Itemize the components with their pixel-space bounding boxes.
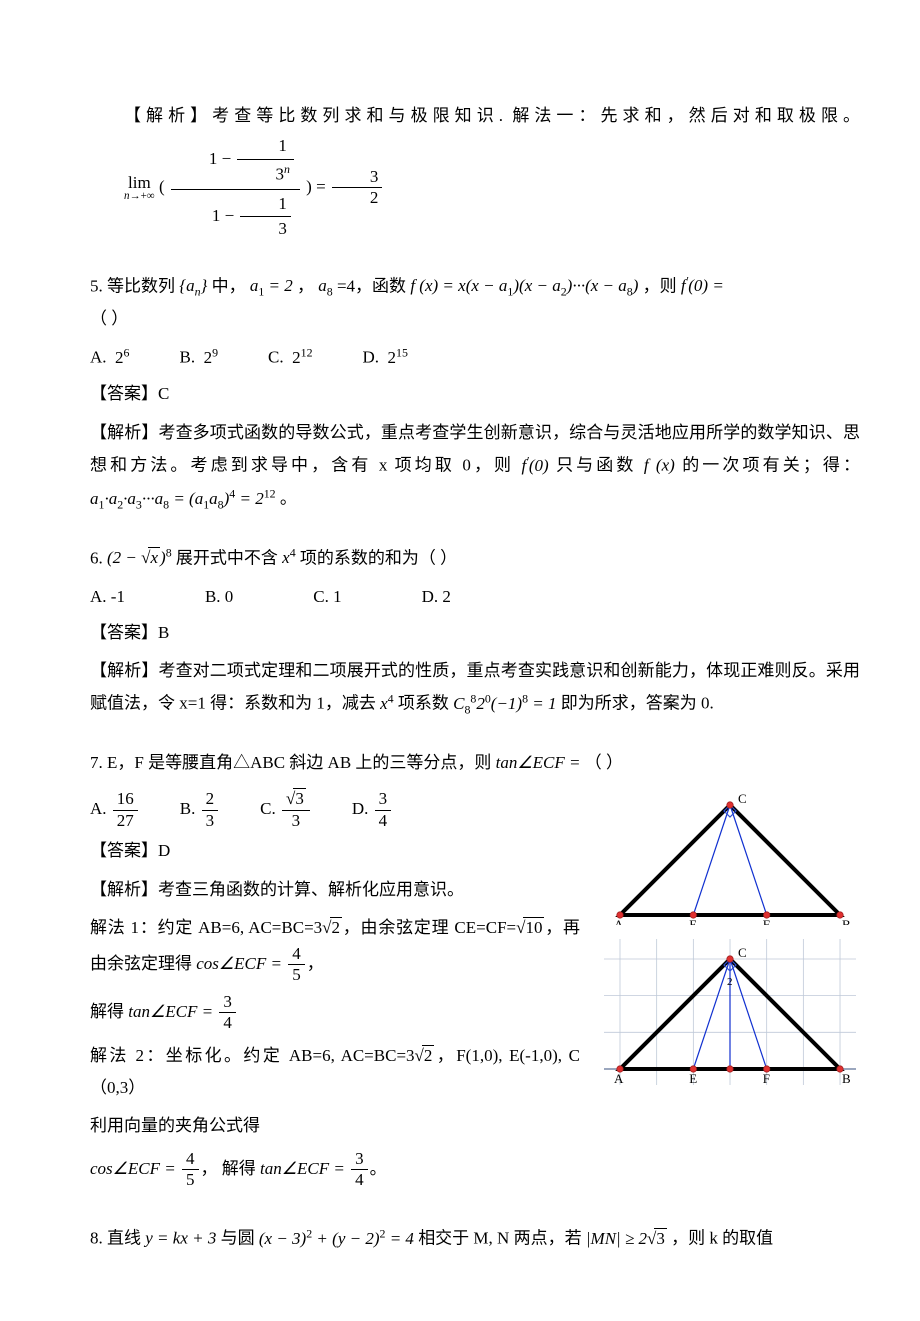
q8: 8. 直线 y = kx + 3 与圆 (x − 3)2 + (y − 2)2 … xyxy=(90,1222,860,1255)
q7-sol2-eq: cos∠ECF = 45， 解得 tan∠ECF = 34。 xyxy=(90,1149,580,1191)
q7-stem: 7. E，F 是等腰直角△ABC 斜边 AB 上的三等分点，则 tan∠ECF … xyxy=(90,747,860,779)
q5-analysis: 【解析】考查多项式函数的导数公式，重点考查学生创新意识，综合与灵活地应用所学的数… xyxy=(90,417,860,516)
q6-option-b: B. 0 xyxy=(205,581,233,613)
q6-answer: 【答案】B xyxy=(90,617,860,649)
q5-answer: 【答案】C xyxy=(90,378,860,410)
q6: 6. (2 − √x)8 展开式中不含 x4 项的系数的和为（ ） A. -1 … xyxy=(90,542,860,722)
q7: 7. E，F 是等腰直角△ABC 斜边 AB 上的三等分点，则 tan∠ECF … xyxy=(90,747,860,1196)
q4-limit-expr: limn→+∞ ( 1 − 13n 1 − 13 ) = 32 xyxy=(90,177,384,196)
q7-analysis-head: 【解析】考查三角函数的计算、解析化应用意识。 xyxy=(90,874,580,906)
svg-text:C: C xyxy=(738,945,747,960)
q5-options: A. 26 B. 29 C. 212 D. 215 xyxy=(90,341,860,374)
page: 【解析】考查等比数列求和与极限知识. 解法一：先求和，然后对和取极限。 limn… xyxy=(0,0,920,1321)
svg-text:E: E xyxy=(689,1071,697,1086)
q7-sol2a: 解法 2：坐标化。约定 AB=6, AC=BC=3√2，F(1,0), E(-1… xyxy=(90,1040,580,1105)
q7-options: A. 1627 B. 23 C. √33 D. 34 xyxy=(90,789,580,831)
svg-text:E: E xyxy=(689,917,697,925)
q7-left: A. 1627 B. 23 C. √33 D. 34 【答案】D 【解析】考查三… xyxy=(90,785,580,1196)
triangle-figure-1: A B C E F xyxy=(600,785,860,925)
q6-options: A. -1 B. 0 C. 1 D. 2 xyxy=(90,581,860,613)
q7-body: A. 1627 B. 23 C. √33 D. 34 【答案】D 【解析】考查三… xyxy=(90,785,860,1196)
svg-text:B: B xyxy=(842,917,851,925)
svg-text:F: F xyxy=(763,917,770,925)
q7-sol1-tan: 解得 tan∠ECF = 34 xyxy=(90,992,580,1034)
q5: 5. 等比数列 {an} 中， a1 = 2 ， a8 =4，函数 f (x) … xyxy=(90,270,860,516)
q7-option-c: C. √33 xyxy=(260,789,312,831)
q5-option-a: A. 26 xyxy=(90,341,129,374)
q7-sol2c: 利用向量的夹角公式得 xyxy=(90,1110,580,1142)
triangle-figure-2: 2 A B C E F xyxy=(600,929,860,1089)
q6-option-d: D. 2 xyxy=(422,581,451,613)
q6-option-c: C. 1 xyxy=(313,581,341,613)
q7-option-a: A. 1627 xyxy=(90,789,140,831)
q7-figures: A B C E F 2 A B C E F xyxy=(600,785,860,1093)
q5-stem: 5. 等比数列 {an} 中， a1 = 2 ， a8 =4，函数 f (x) … xyxy=(90,270,860,336)
q7-answer: 【答案】D xyxy=(90,835,580,867)
q4-analysis: 【解析】考查等比数列求和与极限知识. 解法一：先求和，然后对和取极限。 limn… xyxy=(90,100,860,244)
q5-option-c: C. 212 xyxy=(268,341,312,374)
svg-text:2: 2 xyxy=(727,976,733,988)
q7-option-b: B. 23 xyxy=(180,789,220,831)
q6-option-a: A. -1 xyxy=(90,581,125,613)
q6-analysis: 【解析】考查对二项式定理和二项展开式的性质，重点考查实践意识和创新能力，体现正难… xyxy=(90,655,860,721)
q4-analysis-text: 【解析】考查等比数列求和与极限知识. 解法一：先求和，然后对和取极限。 xyxy=(124,106,860,125)
svg-text:A: A xyxy=(614,917,624,925)
q5-option-d: D. 215 xyxy=(363,341,408,374)
svg-text:B: B xyxy=(842,1071,851,1086)
q7-option-d: D. 34 xyxy=(352,789,393,831)
q8-stem: 8. 直线 y = kx + 3 与圆 (x − 3)2 + (y − 2)2 … xyxy=(90,1222,860,1255)
q6-stem: 6. (2 − √x)8 展开式中不含 x4 项的系数的和为（ ） xyxy=(90,542,860,575)
q7-sol1: 解法 1：约定 AB=6, AC=BC=3√2，由余弦定理 CE=CF=√10，… xyxy=(90,912,580,986)
svg-text:C: C xyxy=(738,791,747,806)
svg-text:F: F xyxy=(763,1071,770,1086)
q5-option-b: B. 29 xyxy=(179,341,218,374)
svg-text:A: A xyxy=(614,1071,624,1086)
